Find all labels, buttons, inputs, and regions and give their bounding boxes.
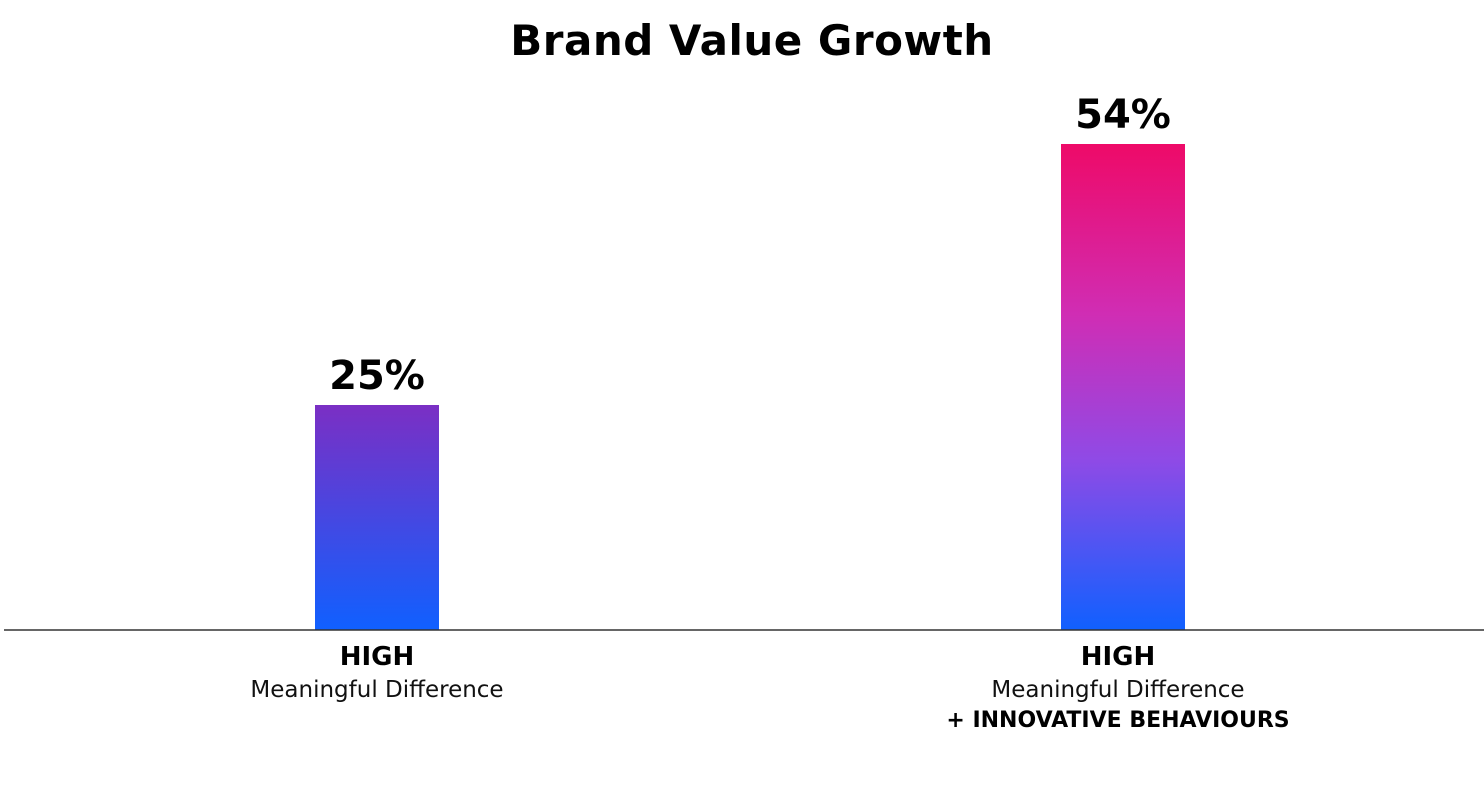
category-2-sub: Meaningful Difference <box>991 677 1245 703</box>
bar-2 <box>1061 144 1185 630</box>
chart-title: Brand Value Growth <box>510 16 994 65</box>
bar-1 <box>315 405 439 630</box>
value-label-2: 54% <box>1075 92 1171 138</box>
category-2-main: HIGH <box>1080 642 1156 672</box>
value-label-1: 25% <box>329 353 425 399</box>
category-1-sub: Meaningful Difference <box>250 677 504 703</box>
category-label-2: HIGH Meaningful Difference + INNOVATIVE … <box>908 640 1328 736</box>
category-2-extra: + INNOVATIVE BEHAVIOURS <box>946 708 1290 733</box>
category-1-main: HIGH <box>339 642 415 672</box>
category-label-1: HIGH Meaningful Difference <box>167 640 587 706</box>
